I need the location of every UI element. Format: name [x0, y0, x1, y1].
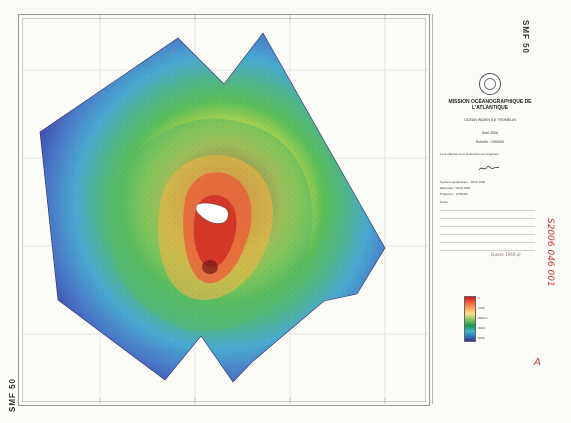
summit-depression — [202, 260, 218, 274]
legend-label: 4000 — [478, 336, 485, 340]
legend-label: 0 — [478, 296, 480, 300]
legend-label: 3000 — [478, 326, 485, 330]
survey-boundary — [39, 32, 386, 383]
notes-heading: Notes — [440, 200, 448, 204]
shom-logo — [479, 73, 501, 95]
institution-title: MISSION OCÉANOGRAPHIQUE DE L'ATLANTIQUE — [448, 99, 532, 111]
projection: Projection : UTM(38) — [440, 192, 468, 196]
map-frame — [18, 14, 430, 406]
tromelin-island — [195, 202, 229, 224]
note-line — [440, 210, 535, 211]
title-panel-divider — [432, 14, 433, 404]
pencil-note: (Lasso 1964 d) — [491, 252, 521, 257]
survey-date: Avril 2006 — [482, 131, 498, 135]
corner-mark: A — [534, 357, 541, 368]
ellipsoid: Ellipsoïde : WGS 1984 — [440, 186, 471, 190]
note-line — [440, 218, 535, 219]
note-line — [440, 226, 535, 227]
note-line — [440, 250, 535, 251]
geodetic-system: Système géodésique : WGS 1984 — [440, 180, 486, 184]
sheet-code-bottom: SMF 50 — [8, 377, 17, 412]
note-line — [440, 242, 535, 243]
note-line — [440, 234, 535, 235]
legend-label: 1000 — [478, 306, 485, 310]
tick-marks — [99, 14, 386, 404]
depth-legend-bar — [464, 296, 476, 342]
survey-note: Levé effectué sous la direction de l'ing… — [440, 152, 500, 156]
signature-icon — [478, 165, 500, 171]
map-neatline — [22, 18, 426, 402]
sheet-code-top: SMF 50 — [521, 20, 530, 55]
legend-label: 2000 m — [478, 316, 489, 320]
region-title: OCÉAN INDIEN ÎLE TROMELIN — [464, 118, 516, 122]
handwritten-reference: S2006 046 001 — [545, 218, 555, 287]
chart-scale: Échelle : 1/50000 — [476, 140, 504, 144]
